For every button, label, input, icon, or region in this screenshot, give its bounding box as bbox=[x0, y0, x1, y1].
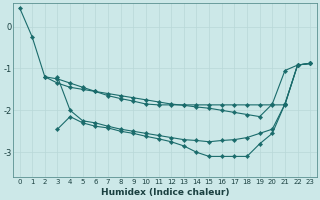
X-axis label: Humidex (Indice chaleur): Humidex (Indice chaleur) bbox=[100, 188, 229, 197]
